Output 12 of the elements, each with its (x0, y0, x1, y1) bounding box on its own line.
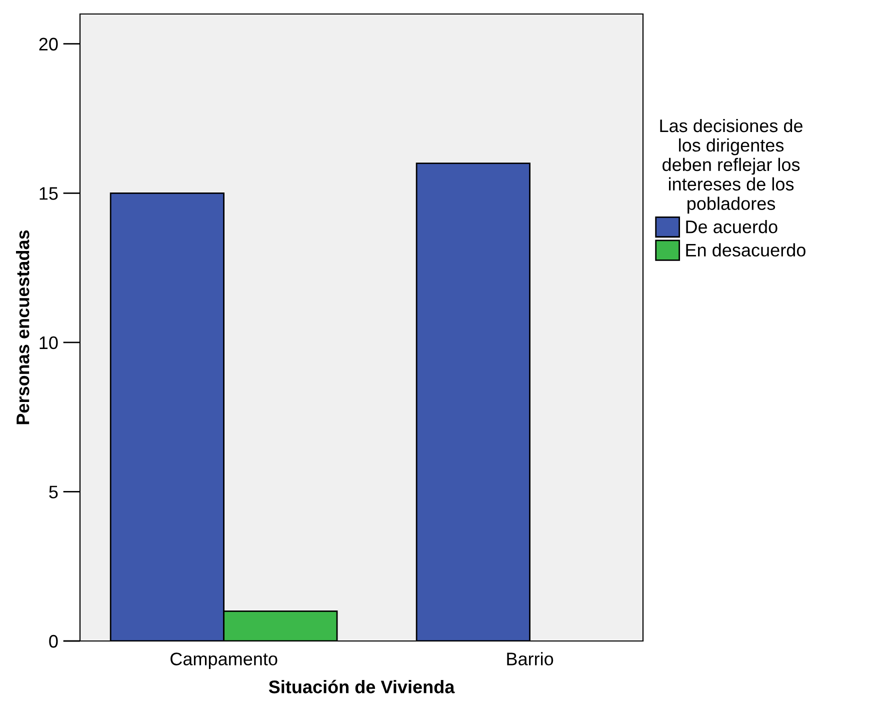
x-axis-title: Situación de Vivienda (268, 680, 455, 694)
legend-title: Las decisiones de los dirigentes deben reflejar los intereses de los pobladores (660, 118, 802, 214)
y-tick-label: 5 (49, 486, 58, 498)
x-tick-label: Barrio (507, 652, 554, 666)
legend-label: En desacuerdo (686, 243, 806, 257)
y-tick-label: 15 (40, 187, 58, 200)
y-axis-title: Personas encuestadas (16, 230, 30, 424)
y-tick-label: 10 (40, 336, 58, 350)
x-tick-label: Campamento (170, 652, 278, 669)
y-tick-label: 20 (39, 38, 58, 51)
y-tick-label: 0 (49, 634, 58, 648)
legend-label: De acuerdo (686, 220, 778, 234)
